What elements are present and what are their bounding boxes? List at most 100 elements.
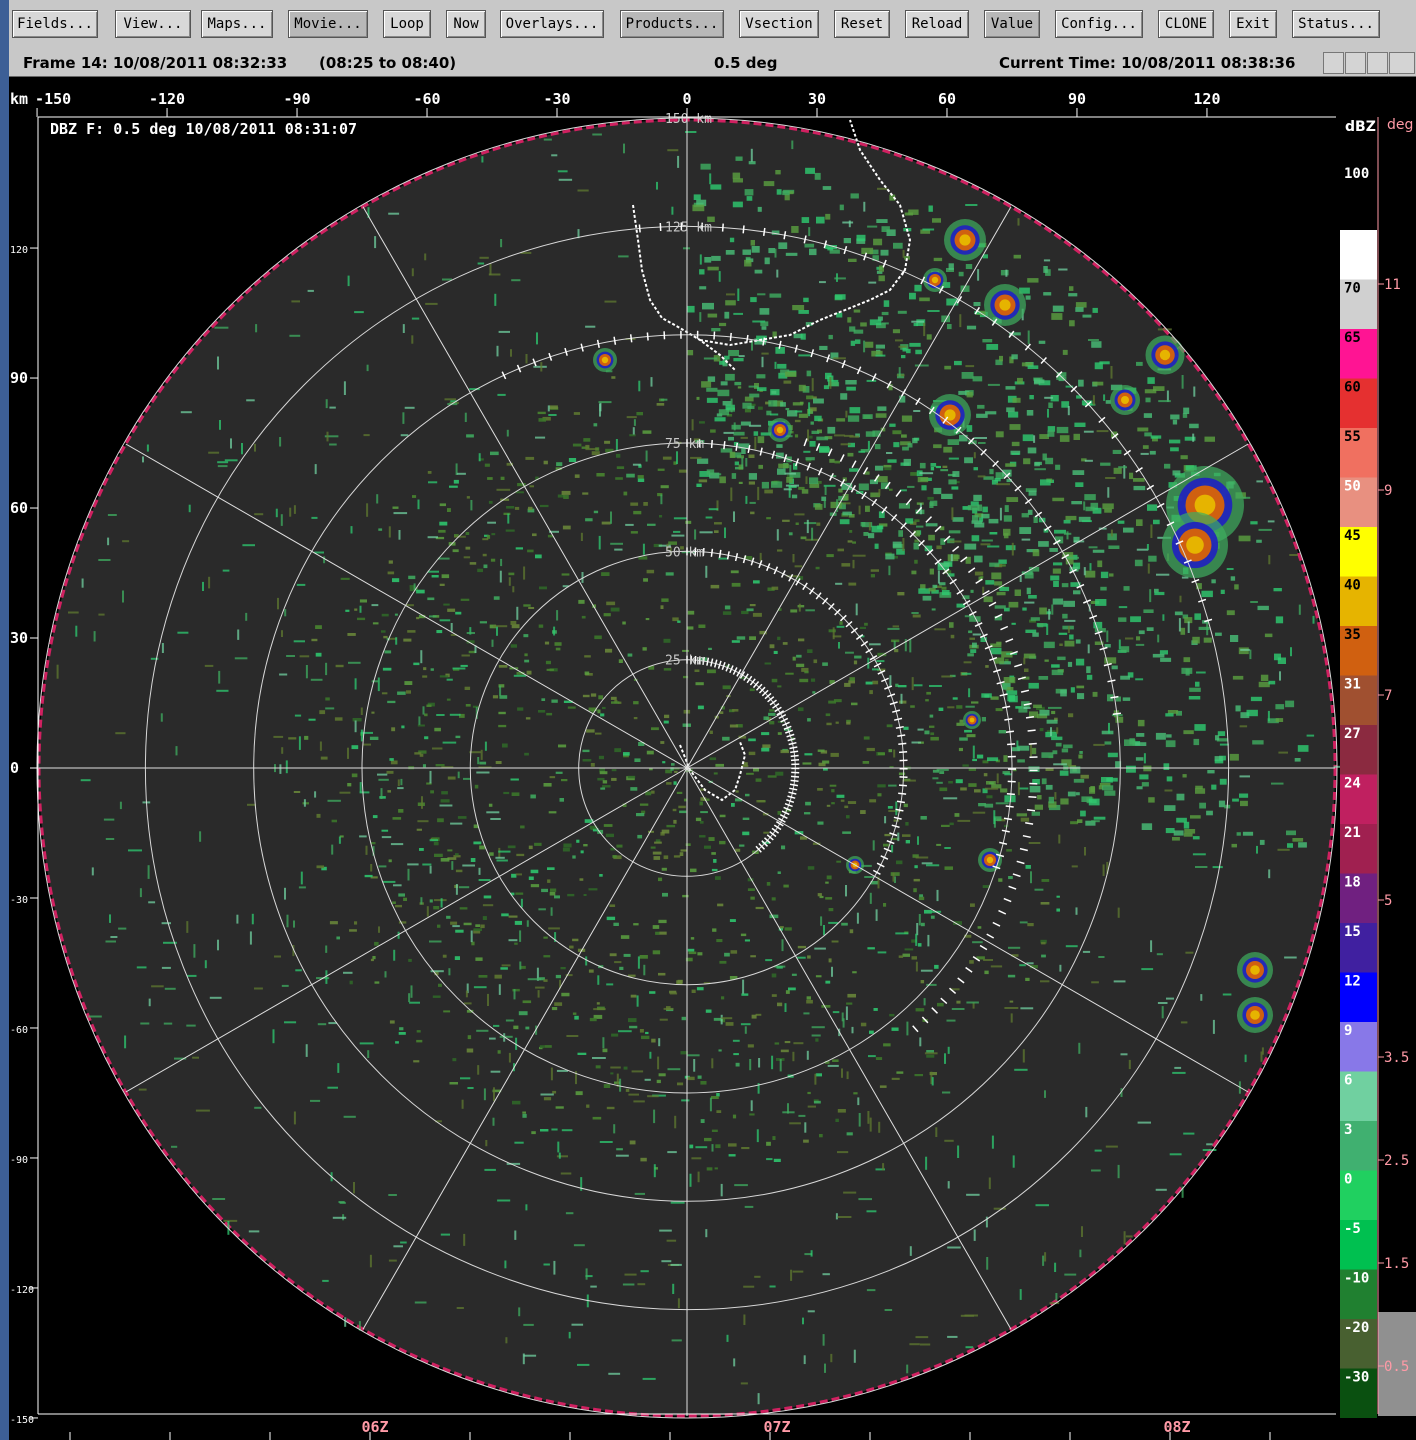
clutter-streak: [275, 508, 278, 518]
clutter-streak: [98, 559, 111, 561]
echo-pixel: [928, 534, 935, 541]
echo-pixel: [592, 1116, 602, 1120]
now-button[interactable]: Now: [446, 10, 486, 38]
clutter-streak: [1196, 671, 1206, 674]
echo-pixel: [865, 431, 875, 437]
echo-pixel: [613, 855, 622, 860]
exit-button[interactable]: Exit: [1229, 10, 1277, 38]
echo-pixel: [865, 681, 873, 685]
echo-pixel: [492, 1089, 502, 1093]
storm-core-inner: [1186, 536, 1204, 554]
echo-pixel: [994, 616, 1002, 621]
clutter-streak: [285, 760, 288, 774]
echo-pixel: [729, 451, 736, 458]
echo-pixel: [484, 463, 490, 467]
echo-pixel: [538, 710, 546, 713]
clutter-streak: [452, 925, 460, 928]
echo-pixel: [1216, 738, 1228, 742]
config-button[interactable]: Config...: [1055, 10, 1143, 38]
clutter-streak: [208, 576, 211, 589]
echo-pixel: [1104, 741, 1112, 745]
clutter-streak: [991, 1135, 994, 1149]
echo-pixel: [588, 707, 597, 712]
arc-tick: [921, 1016, 929, 1024]
reload-button[interactable]: Reload: [905, 10, 969, 38]
loop-button[interactable]: Loop: [383, 10, 431, 38]
echo-pixel: [982, 760, 989, 764]
echo-pixel: [878, 265, 884, 272]
echo-pixel: [729, 919, 736, 922]
overlays-button[interactable]: Overlays...: [500, 10, 604, 38]
arc-tick: [790, 750, 799, 754]
clutter-streak: [749, 1059, 752, 1071]
clutter-streak: [105, 940, 116, 943]
arc-tick: [746, 675, 753, 684]
frame-slot-4[interactable]: [1389, 52, 1415, 74]
echo-pixel: [839, 502, 846, 510]
echo-pixel: [1061, 748, 1069, 753]
echo-pixel: [971, 520, 983, 524]
x-tick-label: -60: [413, 90, 440, 108]
maps-button[interactable]: Maps...: [201, 10, 273, 38]
clone-button[interactable]: CLONE: [1158, 10, 1214, 38]
echo-pixel: [889, 423, 896, 427]
colorbar-swatch: [1340, 1071, 1377, 1121]
echo-pixel: [530, 794, 536, 799]
echo-pixel: [1063, 519, 1071, 524]
fields-button[interactable]: Fields...: [12, 10, 98, 38]
echo-pixel: [336, 936, 340, 940]
arc-tick: [1027, 809, 1036, 812]
echo-pixel: [1073, 778, 1085, 783]
echo-pixel: [680, 546, 684, 550]
value-button[interactable]: Value: [984, 10, 1040, 38]
echo-pixel: [648, 665, 655, 670]
frame-slot-3[interactable]: [1367, 52, 1388, 74]
echo-pixel: [383, 635, 388, 639]
echo-pixel: [1073, 562, 1081, 570]
clutter-streak: [580, 1177, 583, 1191]
view-button[interactable]: View...: [115, 10, 191, 38]
products-button[interactable]: Products...: [620, 10, 724, 38]
echo-pixel: [714, 522, 722, 525]
frame-slot-1[interactable]: [1323, 52, 1344, 74]
status-button[interactable]: Status...: [1292, 10, 1380, 38]
movie-button[interactable]: Movie...: [288, 10, 368, 38]
echo-pixel: [697, 458, 709, 464]
echo-pixel: [1003, 515, 1012, 522]
reset-button[interactable]: Reset: [834, 10, 890, 38]
arc-tick: [1008, 885, 1017, 890]
clutter-streak: [1181, 576, 1189, 579]
echo-pixel: [1073, 433, 1080, 440]
clutter-streak: [911, 741, 921, 744]
clutter-streak: [891, 845, 894, 853]
echo-pixel: [392, 817, 402, 820]
clutter-streak: [549, 530, 559, 533]
clutter-streak: [843, 1191, 857, 1194]
clutter-streak: [1261, 1047, 1264, 1055]
echo-pixel: [889, 194, 896, 201]
echo-pixel: [527, 508, 535, 513]
echo-pixel: [370, 842, 376, 845]
clutter-streak: [898, 367, 901, 377]
echo-pixel: [660, 605, 664, 609]
clutter-streak: [697, 1171, 700, 1183]
echo-pixel: [696, 987, 704, 991]
echo-pixel: [953, 554, 960, 560]
arc-tick: [762, 227, 766, 237]
echo-pixel: [539, 1045, 545, 1049]
frame-slot-2[interactable]: [1345, 52, 1366, 74]
echo-pixel: [1242, 831, 1254, 836]
clutter-streak: [366, 503, 369, 517]
clutter-streak: [1005, 269, 1008, 277]
arc-tick: [994, 613, 1003, 619]
arc-tick: [826, 354, 831, 363]
echo-pixel: [539, 586, 547, 590]
clutter-streak: [219, 420, 221, 430]
clutter-streak: [1094, 1149, 1102, 1152]
echo-pixel: [658, 919, 667, 924]
echo-pixel: [697, 1075, 702, 1079]
clutter-streak: [469, 627, 472, 635]
vsection-button[interactable]: Vsection: [739, 10, 819, 38]
echo-pixel: [700, 788, 706, 791]
echo-pixel: [918, 896, 925, 901]
